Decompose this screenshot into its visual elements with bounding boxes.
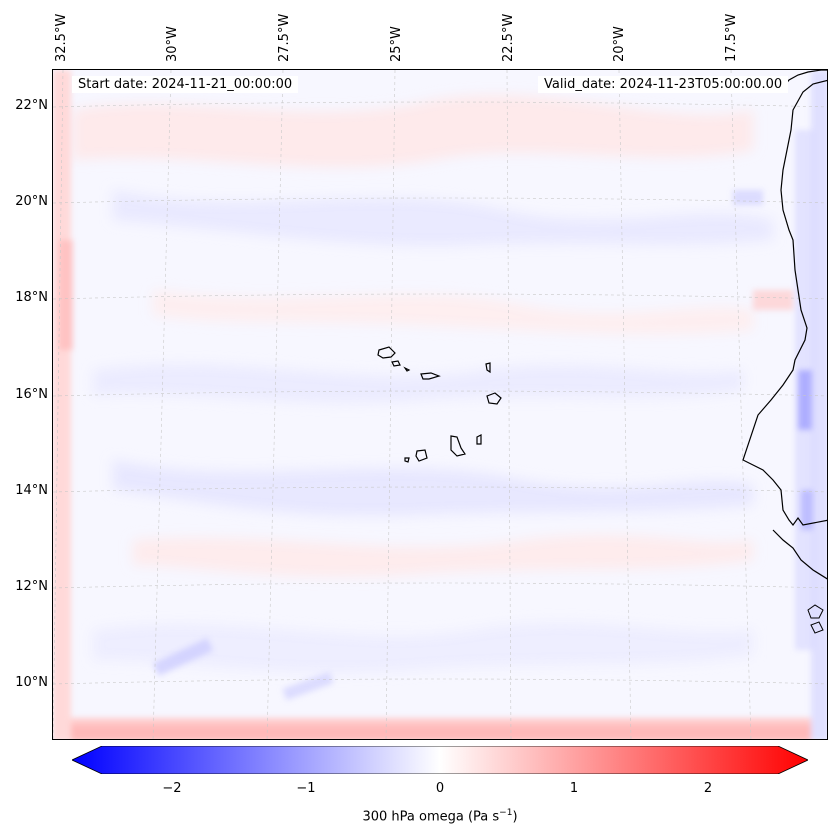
valid-date-label: Valid_date: 2024-11-23T05:00:00.00 <box>538 76 789 93</box>
lat-label: 18°N <box>15 290 48 305</box>
omega-contours <box>73 95 773 673</box>
colorbar-graphic <box>71 745 809 778</box>
lat-label: 14°N <box>15 483 48 498</box>
island-sal <box>485 362 491 374</box>
graticule <box>53 70 827 739</box>
lat-label: 12°N <box>15 579 48 594</box>
lon-label: 27.5°W <box>277 13 292 62</box>
colorbar-ramp <box>71 745 809 775</box>
island-maio <box>476 434 482 445</box>
island-santa-luzia <box>403 366 411 372</box>
omega-field-map <box>53 70 827 739</box>
lon-label: 25°W <box>389 26 404 62</box>
colorbar-title: 300 hPa omega (Pa s−1) <box>362 808 518 825</box>
colorbar <box>71 745 809 778</box>
lat-label: 20°N <box>15 194 48 209</box>
cape-verde-islands <box>377 346 502 463</box>
map-panel <box>52 69 828 740</box>
island-fogo <box>415 449 428 462</box>
lon-label: 20°W <box>612 26 627 62</box>
island-boa-vista <box>486 392 502 405</box>
start-date-label: Start date: 2024-11-21_00:00:00 <box>72 76 299 93</box>
lon-label: 17.5°W <box>724 13 739 62</box>
bijagos-islands <box>810 621 824 634</box>
island-sao-vicente <box>391 360 401 367</box>
lon-label: 32.5°W <box>54 13 69 62</box>
colorbar-tick-label: 1 <box>569 781 579 796</box>
bijagos-islands <box>807 604 824 619</box>
lat-label: 22°N <box>15 98 48 113</box>
guinea-bissau-coast <box>772 529 827 580</box>
island-santiago <box>450 435 466 457</box>
island-sao-nicolau <box>420 372 441 380</box>
island-brava <box>404 457 410 463</box>
colorbar-tick-label: −1 <box>296 781 316 796</box>
colorbar-tick-label: 0 <box>435 781 445 796</box>
african-coastline <box>742 70 827 526</box>
colorbar-tick-label: −2 <box>162 781 182 796</box>
lon-label: 22.5°W <box>501 13 516 62</box>
colorbar-tick-label: 2 <box>703 781 713 796</box>
lat-label: 10°N <box>15 675 48 690</box>
lat-label: 16°N <box>15 387 48 402</box>
island-santo-antao <box>377 346 396 359</box>
lon-label: 30°W <box>165 26 180 62</box>
